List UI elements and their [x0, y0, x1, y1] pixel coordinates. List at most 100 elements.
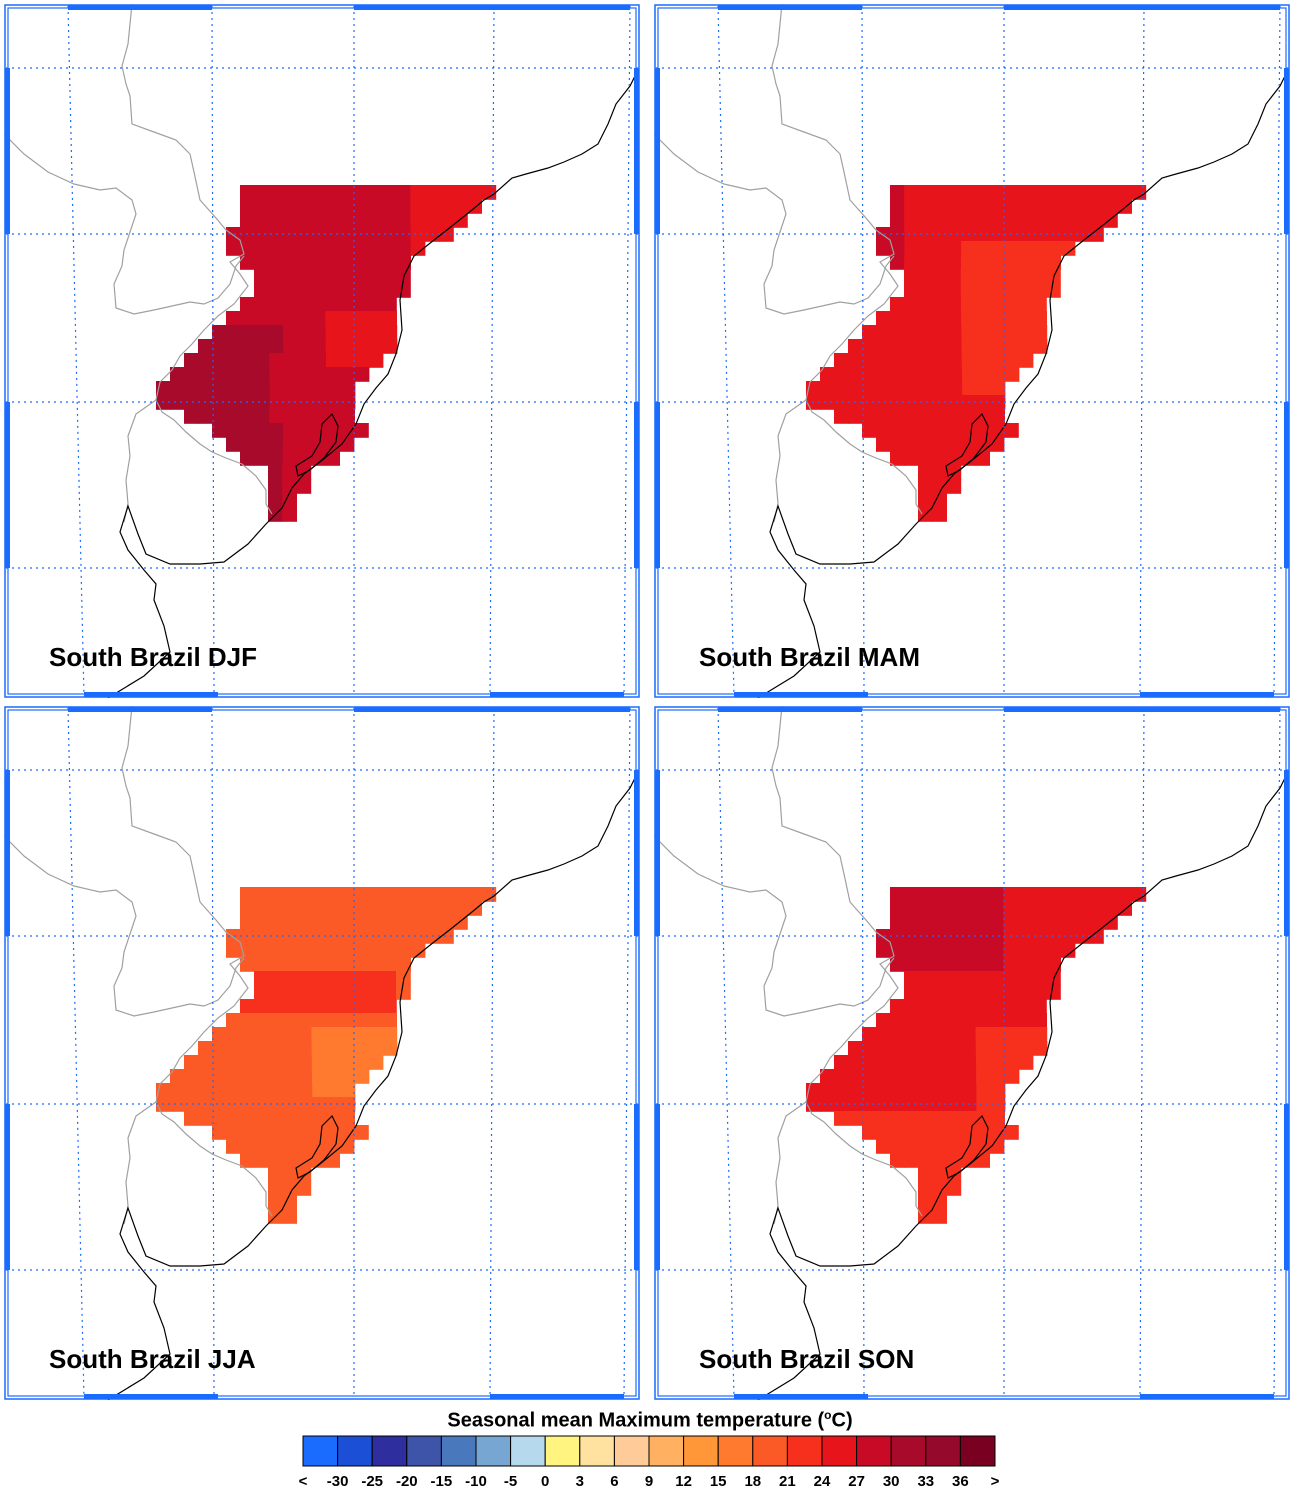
- grid-cell: [326, 367, 341, 382]
- grid-cell: [918, 185, 934, 200]
- grid-cell: [961, 1055, 977, 1070]
- grid-cell: [960, 971, 976, 986]
- grid-cell: [961, 1041, 977, 1056]
- grid-cell: [1017, 297, 1033, 312]
- grid-cell: [1060, 915, 1076, 930]
- grid-cell: [932, 465, 947, 480]
- grid-cell: [990, 1111, 1005, 1126]
- grid-cell: [296, 199, 312, 214]
- grid-cell: [283, 367, 299, 382]
- grid-cell: [297, 1111, 313, 1126]
- grid-cell: [311, 199, 326, 214]
- grid-cell: [268, 887, 284, 902]
- grid-cell: [989, 1125, 1005, 1140]
- frame-tick-right: [634, 68, 639, 234]
- grid-cell: [339, 241, 355, 256]
- grid-cell: [368, 1013, 383, 1028]
- grid-cell: [311, 999, 326, 1014]
- grid-cell: [876, 353, 892, 368]
- grid-cell: [282, 283, 298, 298]
- grid-cell: [947, 325, 962, 340]
- grid-cell: [890, 213, 905, 228]
- grid-cell: [240, 1027, 256, 1042]
- panel-title: South Brazil SON: [699, 1344, 915, 1374]
- grid-cell: [282, 185, 298, 200]
- grid-cell: [240, 199, 255, 214]
- grid-cell: [184, 409, 199, 424]
- grid-cell: [326, 1069, 341, 1084]
- colorbar-tick-label: -20: [396, 1473, 418, 1490]
- grid-cell: [240, 957, 255, 972]
- grid-cell: [438, 915, 454, 930]
- grid-cell: [368, 353, 384, 368]
- grid-cell: [255, 381, 271, 396]
- colorbar-tick-label: 3: [576, 1473, 584, 1490]
- frame-tick-right: [1284, 770, 1289, 936]
- grid-cell: [311, 915, 326, 930]
- colorbar-tick-label: 21: [779, 1473, 796, 1490]
- grid-cell: [382, 213, 397, 228]
- grid-cell: [975, 1027, 991, 1042]
- grid-cell: [325, 269, 340, 284]
- grid-cell: [919, 1041, 934, 1056]
- grid-cell: [918, 437, 934, 452]
- grid-cell: [932, 213, 948, 228]
- grid-cell: [1003, 185, 1019, 200]
- grid-cell: [396, 241, 412, 256]
- grid-cell: [254, 255, 269, 270]
- grid-cell: [918, 1125, 934, 1140]
- country-border: [121, 4, 273, 515]
- map-panel-djf: South Brazil DJF: [4, 4, 640, 698]
- grid-cell: [946, 297, 962, 312]
- grid-cell: [989, 971, 1004, 986]
- grid-cell: [890, 901, 905, 916]
- grid-cell: [298, 1097, 313, 1112]
- grid-cell: [198, 367, 214, 382]
- grid-cell: [282, 887, 298, 902]
- grid-cell: [424, 915, 440, 930]
- grid-cell: [296, 269, 312, 284]
- grid-cell: [1018, 241, 1033, 256]
- grid-cell: [326, 381, 342, 396]
- grid-cell: [268, 465, 283, 480]
- grid-cell: [184, 367, 199, 382]
- grid-cell: [848, 381, 864, 396]
- grid-cell: [1004, 367, 1020, 382]
- grid-cell: [905, 1111, 920, 1126]
- grid-cell: [1017, 199, 1033, 214]
- grid-cell: [918, 971, 933, 986]
- grid-cell: [918, 325, 934, 340]
- colorbar-tick-label: -10: [465, 1473, 487, 1490]
- grid-cell: [834, 1097, 850, 1112]
- grid-cell: [353, 999, 369, 1014]
- grid-cell: [212, 1083, 228, 1098]
- colorbar: < -30 -25 -20 -15 -10 -5 0 3 6 9 12 15 18 21 24 27 30 33 36…: [299, 1435, 1000, 1490]
- grid-cell: [989, 423, 1005, 438]
- grid-cell: [353, 185, 369, 200]
- meridian-line: [489, 707, 495, 1399]
- grid-cell: [325, 929, 341, 944]
- grid-cell: [184, 381, 200, 396]
- grid-cell: [989, 887, 1005, 902]
- grid-cell: [254, 437, 270, 452]
- grid-cell: [198, 1111, 213, 1126]
- grid-cell: [311, 311, 326, 326]
- grid-cell: [381, 971, 397, 986]
- grid-cell: [989, 985, 1004, 1000]
- grid-cell: [297, 1055, 313, 1070]
- grid-cell: [1032, 325, 1048, 340]
- grid-cell: [976, 367, 991, 382]
- grid-cell: [918, 943, 934, 958]
- grid-cell: [947, 1055, 963, 1070]
- grid-cell: [862, 1069, 878, 1084]
- grid-cell: [240, 1013, 255, 1028]
- grid-cell: [1003, 1013, 1019, 1028]
- grid-cell: [240, 901, 255, 916]
- grid-cell: [282, 985, 298, 1000]
- grid-cell: [353, 269, 369, 284]
- grid-cell: [1032, 943, 1047, 958]
- grid-cell: [226, 1125, 241, 1140]
- grid-cell: [367, 901, 383, 916]
- colorbar-swatch: [648, 1435, 685, 1467]
- grid-cell: [975, 1041, 991, 1056]
